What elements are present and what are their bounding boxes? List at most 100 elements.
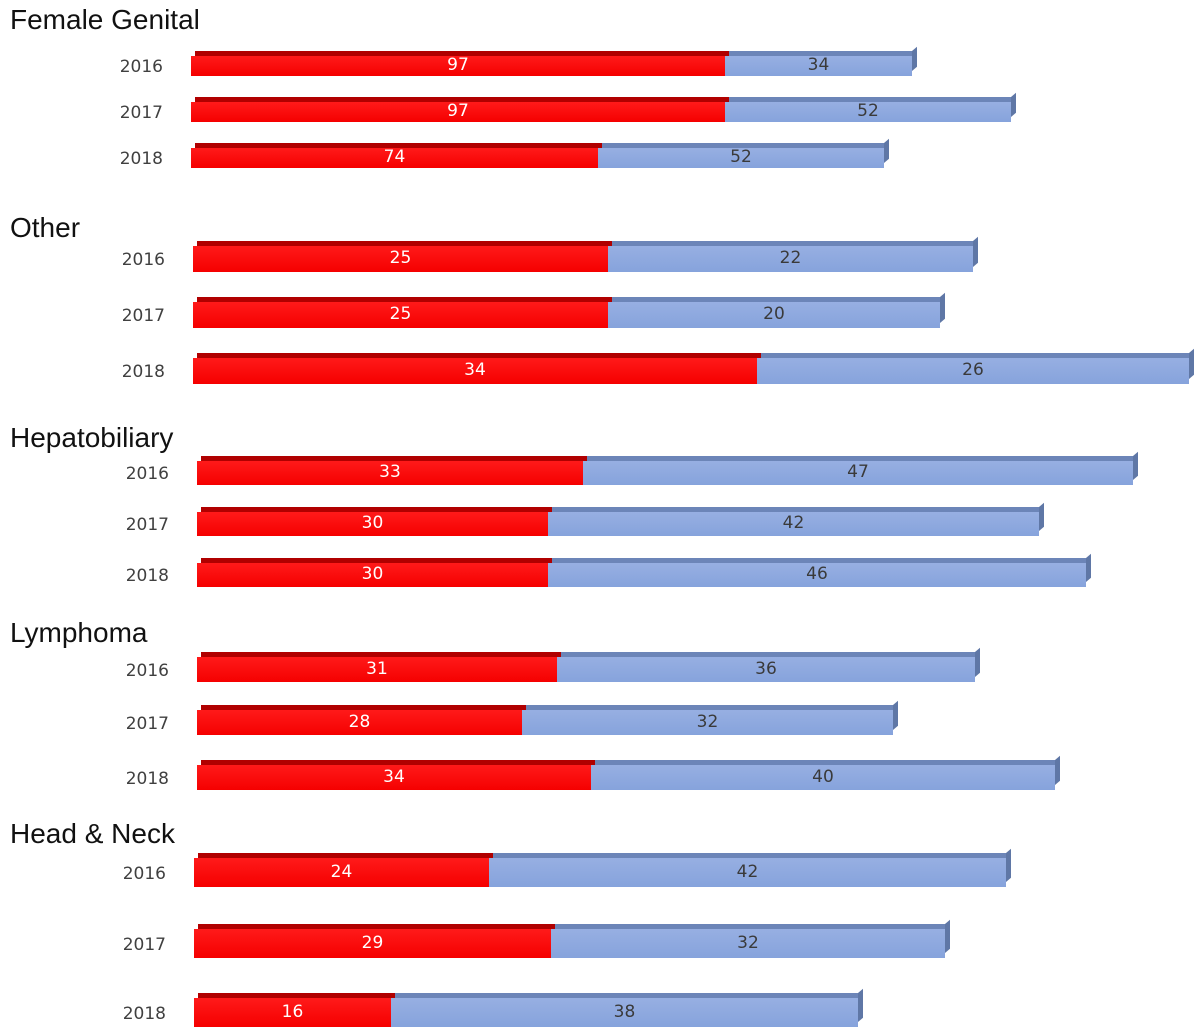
- data-label: 36: [755, 658, 777, 679]
- data-label: 20: [763, 304, 785, 324]
- data-label: 52: [857, 101, 879, 121]
- bar-segment-series-2: [557, 657, 975, 682]
- bar-segment-series-2: [757, 358, 1189, 384]
- bar-segment-series-1: [194, 929, 551, 958]
- year-tick-label: 2017: [121, 306, 165, 326]
- bar-segment-series-1: [193, 246, 608, 272]
- bar-segment-side: [1011, 92, 1016, 117]
- bar-segment-series-1: [194, 858, 489, 887]
- data-label: 31: [366, 658, 388, 679]
- group-title: Female Genital: [10, 4, 200, 35]
- bar-segment-series-2: [391, 998, 858, 1027]
- bar-segment-top: [555, 924, 949, 929]
- bar-segment-side: [975, 647, 980, 677]
- bar-segment-series-1: [197, 461, 583, 485]
- data-label: 97: [447, 55, 469, 75]
- bar-segment-series-2: [548, 512, 1039, 536]
- bar-segment-series-2: [548, 563, 1086, 587]
- data-label: 47: [847, 462, 869, 482]
- year-tick-label: 2018: [125, 768, 169, 789]
- year-tick-label: 2018: [121, 362, 165, 382]
- bar-segment-top: [198, 924, 555, 929]
- bar-segment-side: [1039, 502, 1044, 531]
- bar-segment-series-1: [197, 710, 522, 735]
- bar-segment-top: [552, 507, 1043, 512]
- bar-segment-side: [973, 236, 978, 267]
- data-label: 32: [737, 932, 759, 953]
- bar-segment-top: [195, 143, 602, 148]
- data-label: 16: [281, 1001, 304, 1022]
- bar-segment-top: [201, 507, 552, 512]
- year-tick-label: 2016: [122, 863, 166, 884]
- bar-segment-top: [612, 297, 944, 302]
- year-tick-label: 2017: [119, 103, 163, 123]
- bar-segment-top: [561, 652, 979, 657]
- bar-segment-top: [201, 456, 587, 461]
- data-label: 29: [361, 932, 384, 953]
- data-label: 30: [361, 513, 384, 533]
- data-label: 42: [782, 513, 805, 533]
- data-label: 74: [383, 147, 406, 167]
- year-tick-label: 2016: [125, 660, 169, 681]
- year-tick-label: 2016: [125, 464, 169, 484]
- data-label: 38: [613, 1001, 636, 1022]
- year-tick-label: 2018: [119, 149, 163, 169]
- bar-segment-series-2: [551, 929, 945, 958]
- bar-segment-side: [1055, 755, 1060, 785]
- bar-segment-series-2: [608, 246, 973, 272]
- bar-segment-top: [729, 51, 916, 56]
- bar-segment-top: [526, 705, 897, 710]
- data-label: 34: [383, 766, 405, 787]
- year-tick-label: 2018: [125, 566, 169, 586]
- bar-segment-top: [587, 456, 1137, 461]
- bar-segment-series-2: [598, 148, 884, 168]
- bar-segment-side: [1189, 348, 1194, 379]
- bar-segment-side: [1086, 553, 1091, 582]
- group-title: Head & Neck: [10, 818, 175, 849]
- year-tick-label: 2017: [122, 934, 166, 955]
- bar-segment-series-1: [197, 657, 557, 682]
- bar-segment-top: [197, 353, 761, 358]
- bar-segment-top: [198, 993, 395, 998]
- data-label: 97: [447, 101, 469, 121]
- bar-segment-series-1: [197, 765, 591, 790]
- data-label: 34: [807, 55, 830, 75]
- bar-segment-top: [612, 241, 977, 246]
- data-label: 24: [330, 861, 353, 882]
- bar-segment-top: [729, 97, 1015, 102]
- data-label: 34: [464, 360, 486, 380]
- bar-segment-top: [201, 652, 561, 657]
- bar-segment-series-2: [591, 765, 1055, 790]
- year-tick-label: 2016: [119, 57, 163, 77]
- bar-segment-series-2: [725, 102, 1011, 122]
- data-label: 32: [696, 711, 719, 732]
- bar-segment-top: [195, 97, 729, 102]
- bar-segment-side: [1133, 451, 1138, 480]
- bar-segment-top: [201, 705, 526, 710]
- bar-segment-side: [912, 46, 917, 71]
- bar-segment-top: [197, 297, 612, 302]
- bar-segment-side: [884, 138, 889, 163]
- bar-segment-top: [395, 993, 862, 998]
- group-title: Hepatobiliary: [10, 422, 174, 453]
- data-label: 40: [812, 766, 834, 787]
- data-label: 33: [379, 462, 401, 482]
- bar-segment-series-2: [489, 858, 1006, 887]
- bar-segment-series-1: [197, 512, 548, 536]
- data-label: 25: [389, 304, 412, 324]
- bar-segment-top: [198, 853, 493, 858]
- bar-segment-top: [595, 760, 1059, 765]
- bar-segment-series-2: [608, 302, 940, 328]
- data-label: 28: [348, 711, 371, 732]
- bar-segment-series-2: [583, 461, 1133, 485]
- data-label: 52: [730, 147, 752, 167]
- bar-segment-side: [1006, 848, 1011, 882]
- bar-segment-top: [197, 241, 612, 246]
- group-title: Lymphoma: [10, 617, 148, 648]
- bar-segment-series-1: [197, 563, 548, 587]
- bar-segment-series-1: [193, 302, 608, 328]
- bar-segment-top: [552, 558, 1090, 563]
- data-label: 46: [806, 564, 828, 584]
- data-label: 26: [962, 360, 984, 380]
